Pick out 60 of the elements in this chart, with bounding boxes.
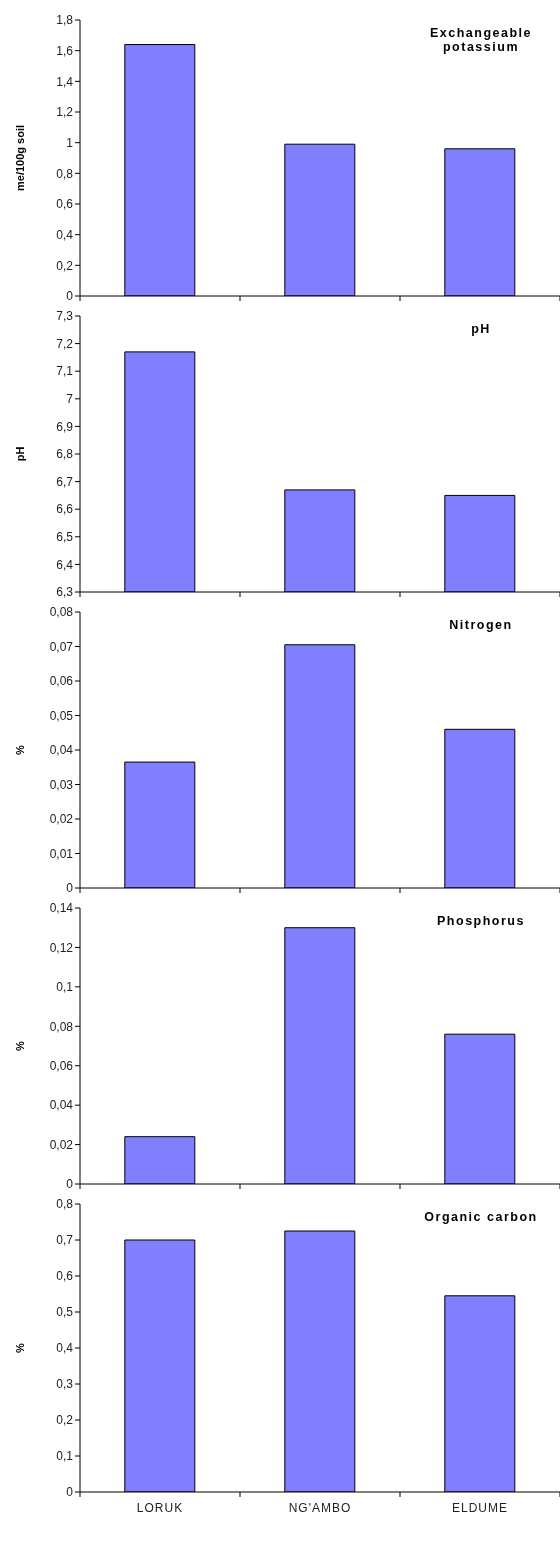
y-tick-label: 0,14 <box>49 901 74 916</box>
y-tick-label: 1,6 <box>56 43 74 58</box>
y-tick-label: 7,2 <box>56 336 74 351</box>
y-tick-label: 7 <box>66 392 74 407</box>
y-tick-label: 6,6 <box>56 502 74 517</box>
y-tick-label: 0 <box>66 1177 74 1192</box>
y-tick-label: 0,01 <box>49 846 74 861</box>
y-tick-label: 7,3 <box>56 309 74 324</box>
y-tick-label: 0,6 <box>56 197 74 212</box>
y-tick-label: 0 <box>66 289 74 304</box>
y-tick-label: 0,3 <box>56 1377 74 1392</box>
y-axis-title: % <box>13 1040 26 1051</box>
y-tick-label: 0,6 <box>56 1269 74 1284</box>
y-axis-title: me/100g soil <box>13 124 26 192</box>
y-tick-label: 0,4 <box>56 1341 74 1356</box>
y-tick-label: 0,7 <box>56 1233 74 1248</box>
y-tick-label: 0 <box>66 881 74 896</box>
y-tick-label: 6,3 <box>56 585 74 600</box>
y-tick-label: 6,9 <box>56 419 74 434</box>
y-tick-label: 6,4 <box>56 557 74 572</box>
y-tick-label: 0,08 <box>49 1019 74 1034</box>
y-tick-label: 0,8 <box>56 1197 74 1212</box>
y-tick-label: 6,5 <box>56 530 74 545</box>
y-tick-label: 7,1 <box>56 364 74 379</box>
y-tick-label: 0,04 <box>49 743 74 758</box>
y-tick-label: 0,05 <box>49 708 74 723</box>
y-tick-label: 0,1 <box>56 980 74 995</box>
y-tick-label: 1,4 <box>56 74 74 89</box>
y-tick-label: 0,4 <box>56 227 74 242</box>
y-tick-label: 1,8 <box>56 13 74 28</box>
y-tick-label: 0,07 <box>49 639 74 654</box>
y-tick-label: 0,2 <box>56 258 74 273</box>
x-tick-label: ELDUME <box>451 1501 509 1515</box>
y-tick-label: 0,1 <box>56 1449 74 1464</box>
y-tick-label: 0,06 <box>49 1058 74 1073</box>
y-tick-label: 0,02 <box>49 812 74 827</box>
text: pH <box>470 322 492 336</box>
y-tick-label: 1 <box>66 135 74 150</box>
y-tick-label: 0,02 <box>49 1137 74 1152</box>
y-tick-label: 0,5 <box>56 1305 74 1320</box>
y-tick-label: 0,12 <box>49 940 74 955</box>
y-tick-label: 0,03 <box>49 777 74 792</box>
y-axis-title: pH <box>13 446 26 462</box>
y-tick-label: 0,06 <box>49 674 74 689</box>
y-tick-label: 0,04 <box>49 1098 74 1113</box>
y-tick-label: 0,2 <box>56 1413 74 1428</box>
x-tick-label: NG'AMBO <box>288 1501 352 1515</box>
y-tick-label: 6,8 <box>56 447 74 462</box>
y-axis-title: % <box>13 744 26 755</box>
text: Nitrogen <box>448 618 514 632</box>
x-tick-label: LORUK <box>136 1501 184 1515</box>
y-tick-label: 1,2 <box>56 105 74 120</box>
text: Organic carbon <box>423 1210 539 1224</box>
text: Phosphorus <box>436 914 526 928</box>
y-tick-label: 0 <box>66 1485 74 1500</box>
y-axis-title: % <box>13 1342 26 1353</box>
text: Exchangeable potassium <box>428 26 534 54</box>
y-tick-label: 6,7 <box>56 474 74 489</box>
y-tick-label: 0,08 <box>49 605 74 620</box>
y-tick-label: 0,8 <box>56 166 74 181</box>
